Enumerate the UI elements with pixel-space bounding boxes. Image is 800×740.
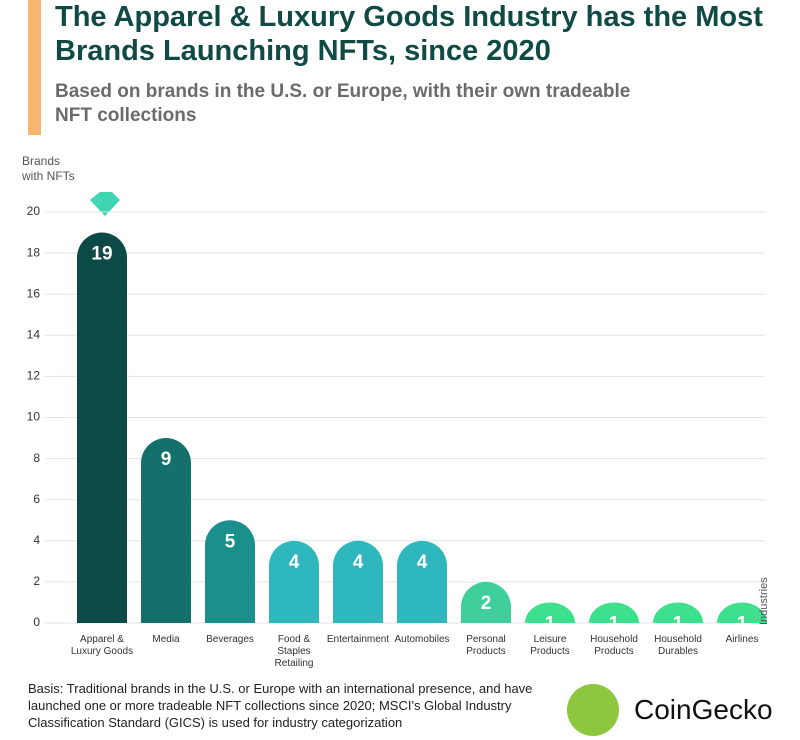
value-label: 1	[737, 613, 748, 634]
chart-subtitle: Based on brands in the U.S. or Europe, w…	[55, 81, 631, 126]
x-tick-label: Apparel & Luxury Goods	[70, 634, 134, 657]
value-label: 5	[225, 531, 236, 552]
x-axis-label: Industries	[758, 577, 770, 625]
bar	[141, 438, 191, 623]
value-label: 4	[353, 552, 364, 573]
value-label: 1	[545, 613, 556, 634]
x-tick-label: Beverages	[206, 634, 254, 645]
y-tick-label: 8	[33, 451, 40, 465]
y-tick-label: 18	[27, 245, 41, 259]
x-tick-label: Entertainment	[326, 634, 390, 645]
bar	[653, 602, 703, 623]
value-label: 2	[481, 593, 492, 614]
bar	[461, 581, 511, 623]
value-label: 1	[673, 613, 684, 634]
y-tick-label: 2	[33, 574, 40, 588]
bar	[269, 540, 319, 623]
bar	[77, 232, 127, 623]
value-label: 1	[609, 613, 620, 634]
value-label: 4	[417, 552, 428, 573]
x-tick-label: Household Durables	[654, 634, 702, 657]
y-tick-label: 12	[27, 369, 41, 383]
chart-title: The Apparel & Luxury Goods Industry has …	[55, 1, 763, 67]
bar	[205, 520, 255, 623]
bar	[333, 540, 383, 623]
value-label: 4	[289, 552, 300, 573]
x-tick-label: Automobiles	[394, 634, 450, 645]
x-tick-label: Personal Products	[466, 634, 506, 657]
diamond-icon	[90, 192, 120, 216]
y-tick-label: 4	[33, 533, 40, 547]
y-tick-label: 0	[33, 615, 40, 629]
brand: CoinGecko	[634, 694, 773, 725]
x-tick-label: Airlines	[725, 634, 759, 645]
y-tick-label: 16	[27, 286, 41, 300]
y-axis-label: Brands with NFTs	[22, 154, 75, 183]
bar	[589, 602, 639, 623]
value-label: 9	[161, 449, 172, 470]
footnote: Basis: Traditional brands in the U.S. or…	[28, 681, 533, 730]
y-tick-label: 20	[27, 204, 41, 218]
value-label: 19	[91, 244, 112, 265]
x-tick-label: Leisure Products	[530, 634, 570, 657]
bar	[397, 540, 447, 623]
x-tick-label: Media	[152, 634, 180, 645]
x-tick-label: Food & Staples Retailing	[274, 634, 314, 669]
logo	[567, 684, 619, 736]
y-tick-label: 10	[27, 410, 41, 424]
x-tick-label: Household Products	[590, 634, 638, 657]
y-tick-label: 6	[33, 492, 40, 506]
y-tick-label: 14	[27, 327, 41, 341]
accent-bar	[28, 0, 41, 135]
bar	[525, 602, 575, 623]
bar	[717, 602, 767, 623]
